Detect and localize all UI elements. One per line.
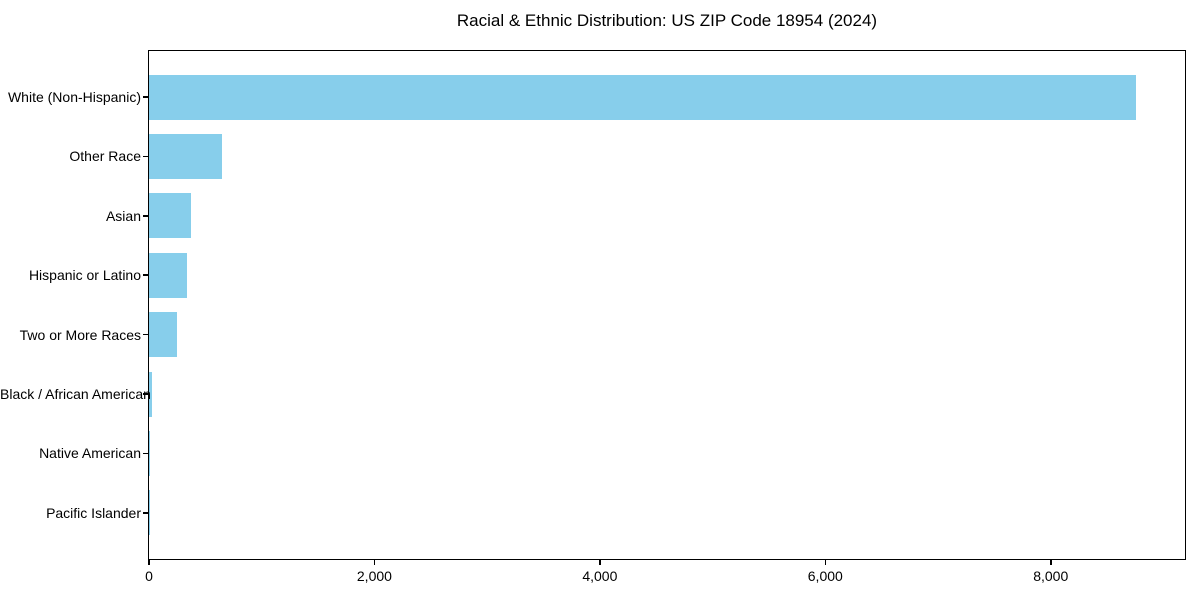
y-tick-mark [143,512,148,514]
y-tick-label-black-african-american: Black / African American [0,386,151,402]
y-tick-mark [143,333,148,336]
y-tick-label-hispanic-or-latino: Hispanic or Latino [28,267,141,284]
y-tick-label-two-or-more-races: Two or More Races [19,326,141,343]
y-tick-mark [143,96,148,98]
x-tick-label-4,000: 4,000 [582,568,618,584]
bar-other-race [149,133,222,179]
chart-title: Racial & Ethnic Distribution: US ZIP Cod… [456,11,878,30]
y-tick-mark [143,452,148,455]
y-tick-mark [143,274,148,276]
x-tick-label-0: 0 [145,568,153,584]
y-tick-label-white-non-hispanic: White (Non-Hispanic) [7,89,141,105]
x-tick-mark [1049,560,1052,565]
x-tick-label-6,000: 6,000 [807,568,843,584]
y-tick-label-pacific-islander: Pacific Islander [46,504,141,521]
bar-native-american [149,430,150,476]
bar-black-african-american [149,371,153,417]
x-tick-mark [824,560,827,565]
x-tick-mark [599,560,601,565]
y-tick-mark [143,215,148,217]
x-tick-label-2,000: 2,000 [356,568,392,584]
x-tick-mark [148,560,150,565]
x-tick-label-8,000: 8,000 [1033,568,1069,584]
y-tick-label-native-american: Native American [39,445,141,462]
y-tick-mark [143,155,148,158]
y-tick-mark [143,393,148,395]
bar-white-non-hispanic [149,74,1137,120]
y-tick-label-asian: Asian [105,207,141,224]
bar-asian [149,193,191,239]
bar-two-or-more-races [149,312,178,358]
bar-hispanic-or-latino [149,252,188,298]
plot-area [148,50,1186,560]
y-tick-label-other-race: Other Race [69,148,141,165]
x-tick-mark [373,560,376,565]
